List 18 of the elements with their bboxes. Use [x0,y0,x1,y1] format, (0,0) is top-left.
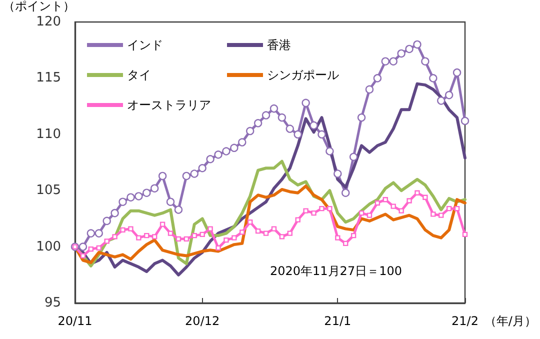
legend-label: シンガポール [267,68,339,82]
y-tick-label: 105 [36,183,61,198]
legend-label: インド [127,38,163,52]
x-tick-label: 21/1 [324,314,352,328]
x-tick-label: 21/2 [452,314,478,328]
legend-label: タイ [127,68,151,82]
y-axis-title: （ポイント） [3,0,75,13]
y-tick-label: 110 [36,126,61,142]
x-tick-label: 20/11 [58,314,92,328]
annotation: 2020年11月27日＝100 [270,264,402,278]
x-tick-label: 20/12 [185,314,220,328]
y-tick-label: 95 [44,296,61,310]
y-tick-label: 100 [36,239,61,254]
x-axis-title: （年/月） [484,314,536,328]
y-tick-label: 120 [36,14,61,30]
legend-label: 香港 [267,38,291,52]
legend-label: オーストラリア [127,98,211,112]
y-tick-label: 115 [36,70,61,86]
